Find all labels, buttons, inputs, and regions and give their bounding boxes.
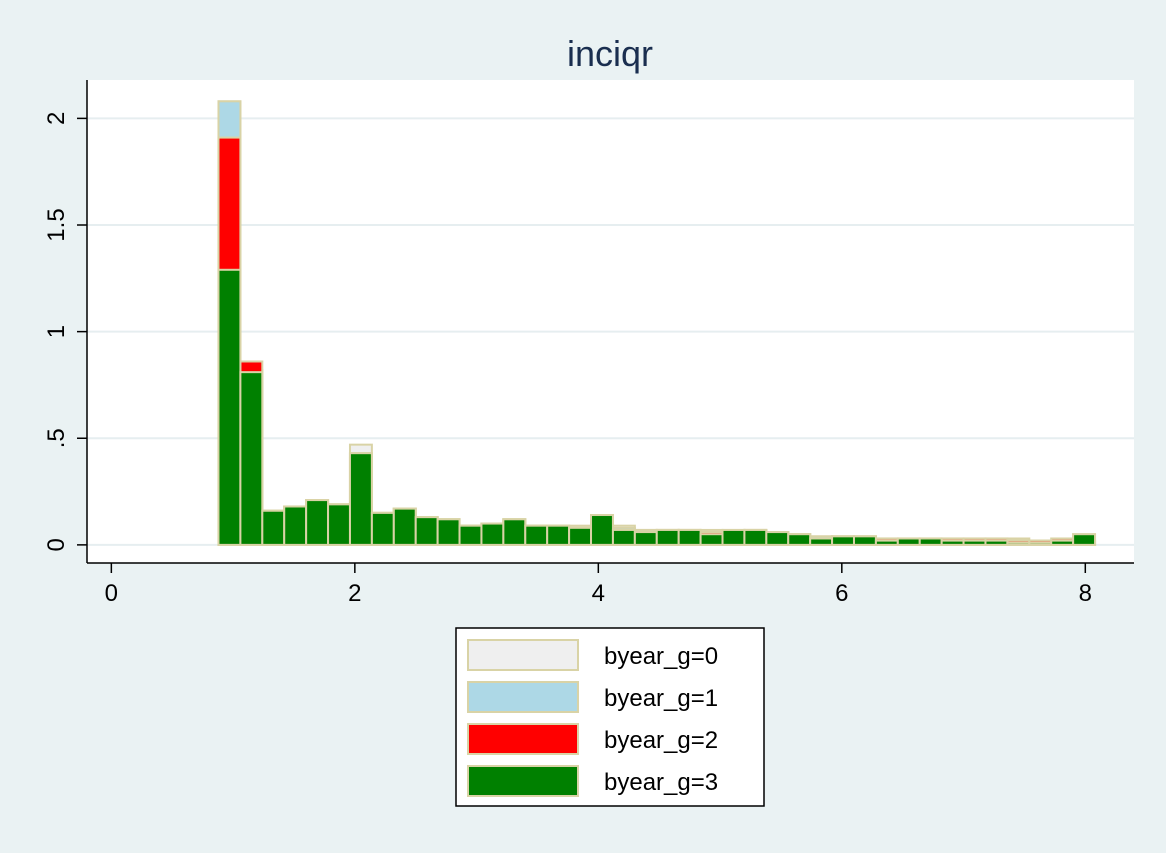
legend-label-byear-g-0: byear_g=0	[604, 643, 718, 670]
bar-byear-g-3	[962, 539, 987, 546]
legend-swatch-byear-g-3	[467, 765, 579, 797]
legend: byear_g=0 byear_g=1 byear_g=2 byear_g=3	[455, 627, 765, 807]
bar-byear-g-3	[414, 516, 439, 546]
legend-swatch-byear-g-2	[467, 723, 579, 755]
bar-byear-g-3	[984, 539, 1009, 546]
bar-byear-g-3	[392, 507, 417, 546]
bars	[217, 100, 1097, 546]
y-tick-label: 1.5	[43, 208, 70, 241]
bar-byear-g-3	[568, 526, 593, 546]
legend-label-byear-g-2: byear_g=2	[604, 727, 718, 754]
y-tick-label: .5	[43, 428, 70, 448]
bar-byear-g-3	[1006, 541, 1031, 546]
bar-byear-g-3	[743, 528, 768, 546]
bar-byear-g-3	[458, 524, 483, 546]
x-tick-label: 0	[105, 580, 118, 607]
bar-byear-g-3	[502, 518, 527, 546]
bar-byear-g-3	[699, 533, 724, 546]
bar-byear-g-3	[633, 531, 658, 546]
bar-byear-g-3	[677, 528, 702, 546]
x-tick-label: 2	[348, 580, 361, 607]
bar-byear-g-3	[480, 522, 505, 546]
bar-byear-g-3	[940, 539, 965, 546]
bar-byear-g-3	[809, 537, 834, 546]
bar-byear-g-3	[787, 533, 812, 546]
x-tick-label: 4	[592, 580, 605, 607]
y-tick-label: 0	[43, 538, 70, 551]
bar-byear-g-3	[765, 531, 790, 546]
bar-byear-g-3	[436, 518, 461, 546]
bar-byear-g-3	[239, 371, 264, 546]
bar-byear-g-3	[217, 268, 242, 546]
x-tick-label: 6	[835, 580, 848, 607]
bar-byear-g-3	[1050, 539, 1075, 546]
bar-byear-g-3	[896, 537, 921, 546]
bar-byear-g-3	[370, 511, 395, 546]
legend-swatch-byear-g-1	[467, 681, 579, 713]
bar-byear-g-3	[1028, 541, 1053, 546]
y-tick-label: 2	[43, 112, 70, 125]
bar-byear-g-3	[611, 528, 636, 546]
bar-byear-g-3	[874, 539, 899, 546]
bar-byear-g-3	[327, 503, 351, 546]
bar-byear-g-3	[348, 452, 373, 546]
bar-byear-g-3	[852, 535, 877, 546]
bar-byear-g-3	[721, 528, 746, 546]
bar-byear-g-3	[546, 524, 571, 546]
bar-byear-g-3	[305, 499, 330, 546]
bar-byear-g-3	[831, 535, 855, 546]
bar-byear-g-3	[655, 528, 680, 546]
legend-label-byear-g-3: byear_g=3	[604, 769, 718, 796]
axes: 0 .5 1 1.5 2 0 2 4 6 8	[43, 80, 1134, 607]
x-tick-label: 8	[1079, 580, 1092, 607]
chart-title: inciqr	[567, 33, 653, 74]
bar-byear-g-3	[918, 537, 943, 546]
legend-swatch-byear-g-0	[467, 639, 579, 671]
bar-byear-g-3	[283, 505, 308, 546]
bar-byear-g-3	[590, 514, 614, 546]
bar-byear-g-3	[524, 524, 549, 546]
bar-byear-g-3	[1072, 533, 1097, 546]
legend-label-byear-g-1: byear_g=1	[604, 685, 718, 712]
bar-byear-g-3	[261, 509, 286, 546]
y-tick-label: 1	[43, 325, 70, 338]
